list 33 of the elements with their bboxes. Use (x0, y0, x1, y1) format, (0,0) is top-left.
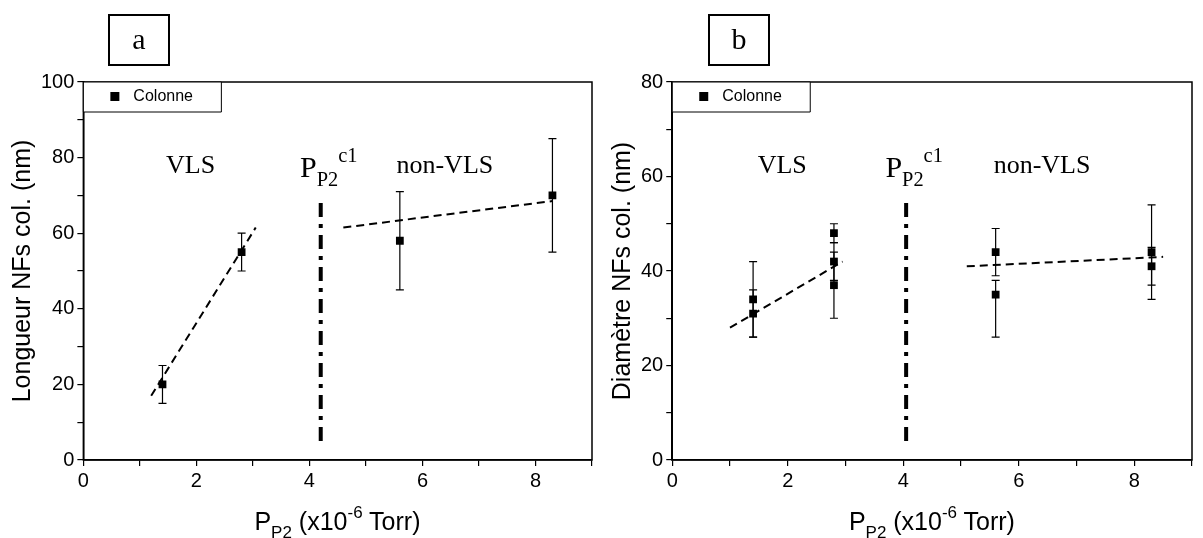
point (991, 290, 1000, 299)
x-tick-label: 4 (303, 468, 315, 491)
x-tick-label: 0 (77, 468, 89, 491)
annotation: non-VLS (396, 149, 494, 179)
y-tick-label: 80 (641, 69, 664, 92)
y-tick-label: 0 (63, 447, 75, 470)
legend-label: Colonne (133, 87, 194, 105)
annotation: VLS (165, 149, 216, 179)
legend-label: Colonne (722, 87, 782, 105)
x-tick-label: 6 (1013, 468, 1025, 491)
y-tick-label: 40 (641, 258, 664, 281)
x-tick-label: 8 (1128, 468, 1140, 491)
y-tick-label: 40 (52, 296, 75, 319)
x-tick-label: 2 (190, 468, 202, 491)
x-tick-label: 6 (416, 468, 429, 491)
y-tick-label: 100 (40, 69, 75, 92)
point (991, 248, 1000, 256)
y-tick-label: 60 (641, 164, 664, 187)
x-tick-label: 8 (529, 468, 542, 491)
chart-title: a (108, 14, 170, 66)
y-axis-title: Longueur NFs col. (nm) (7, 139, 35, 403)
x-tick-label: 0 (666, 468, 678, 491)
y-tick-label: 20 (641, 353, 664, 376)
y-tick-label: 60 (52, 220, 75, 243)
y-tick-label: 80 (52, 145, 75, 168)
x-tick-label: 2 (782, 468, 794, 491)
chart-title: b (708, 14, 770, 66)
y-tick-label: 0 (652, 447, 664, 470)
annotation: VLS (757, 149, 807, 179)
x-tick-label: 4 (897, 468, 909, 491)
y-tick-label: 20 (52, 371, 75, 394)
annotation: non-VLS (993, 149, 1091, 179)
y-axis-title: Diamètre NFs col. (nm) (607, 141, 635, 401)
